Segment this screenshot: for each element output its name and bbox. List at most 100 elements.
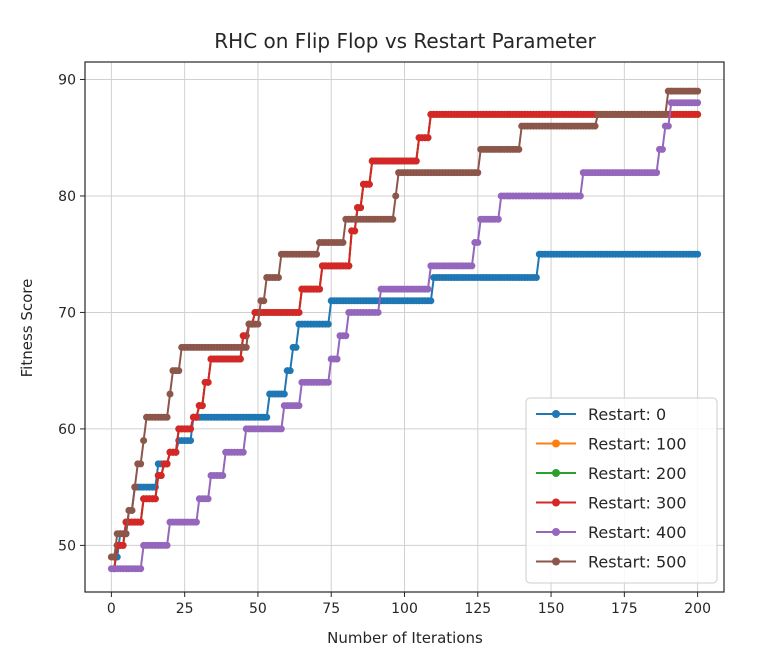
data-point xyxy=(163,541,171,549)
data-point xyxy=(187,425,195,433)
data-point xyxy=(204,378,212,386)
chart-title: RHC on Flip Flop vs Restart Parameter xyxy=(214,29,596,53)
data-point xyxy=(131,483,139,491)
data-point xyxy=(137,460,145,468)
x-tick-label: 200 xyxy=(684,601,711,617)
data-point xyxy=(239,448,247,456)
x-tick-label: 50 xyxy=(249,601,267,617)
x-tick-label: 25 xyxy=(176,601,194,617)
data-point xyxy=(389,215,397,223)
data-point xyxy=(204,495,212,503)
data-point xyxy=(110,553,118,561)
data-point xyxy=(263,413,271,421)
data-point xyxy=(427,297,435,305)
y-tick-label: 80 xyxy=(58,189,76,205)
data-point xyxy=(591,122,599,130)
data-point xyxy=(694,87,702,95)
data-point xyxy=(345,262,353,270)
legend-label: Restart: 300 xyxy=(588,494,687,513)
series-5 xyxy=(107,87,702,561)
data-point xyxy=(661,110,669,118)
y-tick-label: 90 xyxy=(58,72,76,88)
data-point xyxy=(137,518,145,526)
legend-swatch-marker xyxy=(552,498,560,507)
y-tick-label: 70 xyxy=(58,305,76,321)
data-point xyxy=(515,145,523,153)
data-point xyxy=(658,145,666,153)
series-lines xyxy=(107,87,702,573)
legend-label: Restart: 100 xyxy=(588,435,687,454)
data-point xyxy=(260,297,268,305)
data-point xyxy=(342,332,350,340)
data-point xyxy=(424,285,432,293)
data-point xyxy=(286,367,294,375)
data-point xyxy=(122,530,130,538)
axis-ticks: 0 25 50 75 100 125 150 175 200 50 60 70 80 90 xyxy=(58,72,711,617)
legend-swatch-marker xyxy=(552,439,560,448)
data-point xyxy=(128,506,136,514)
x-tick-label: 75 xyxy=(322,601,340,617)
data-point xyxy=(474,239,482,247)
data-point xyxy=(664,122,672,130)
legend-swatch-marker xyxy=(552,469,560,477)
legend-swatch-marker xyxy=(552,557,560,566)
data-point xyxy=(254,320,262,328)
data-point xyxy=(157,472,165,480)
data-point xyxy=(163,460,171,468)
data-point xyxy=(172,448,180,456)
legend-swatch-marker xyxy=(552,528,560,536)
data-point xyxy=(339,239,347,247)
series-0 xyxy=(110,250,702,561)
data-point xyxy=(412,157,420,165)
data-point xyxy=(175,367,183,375)
data-point xyxy=(653,169,661,177)
legend-swatch-marker xyxy=(552,410,560,418)
data-point xyxy=(295,308,303,316)
legend-label: Restart: 500 xyxy=(588,553,687,572)
legend-label: Restart: 400 xyxy=(588,523,687,542)
data-point xyxy=(192,413,200,421)
x-axis-label: Number of Iterations xyxy=(327,629,483,647)
x-tick-label: 175 xyxy=(611,601,638,617)
data-point xyxy=(163,413,171,421)
data-point xyxy=(694,99,702,107)
data-point xyxy=(137,565,145,573)
data-point xyxy=(333,355,341,363)
data-point xyxy=(424,134,432,142)
data-point xyxy=(357,204,365,212)
data-point xyxy=(187,437,195,445)
x-tick-label: 100 xyxy=(391,601,418,617)
data-point xyxy=(392,192,400,200)
data-point xyxy=(295,402,303,410)
data-point xyxy=(494,215,502,223)
legend-label: Restart: 200 xyxy=(588,464,687,483)
data-point xyxy=(140,437,148,445)
data-point xyxy=(274,273,282,281)
data-point xyxy=(694,250,702,258)
data-point xyxy=(166,390,174,398)
data-point xyxy=(374,308,382,316)
data-point xyxy=(694,110,702,118)
data-point xyxy=(219,472,227,480)
data-point xyxy=(468,262,476,270)
plot-frame xyxy=(84,61,725,593)
legend-label: Restart: 0 xyxy=(588,405,666,424)
data-point xyxy=(324,320,332,328)
data-point xyxy=(119,541,127,549)
data-point xyxy=(313,250,321,258)
data-point xyxy=(192,518,200,526)
data-point xyxy=(151,495,159,503)
data-point xyxy=(365,180,373,188)
x-tick-label: 150 xyxy=(538,601,565,617)
legend: Restart: 0 Restart: 100 Restart: 200 Restar… xyxy=(525,397,718,584)
y-tick-label: 60 xyxy=(58,422,76,438)
x-tick-label: 125 xyxy=(464,601,491,617)
series-4 xyxy=(107,99,702,573)
data-point xyxy=(236,355,244,363)
data-point xyxy=(280,390,288,398)
y-axis-label: Fitness Score xyxy=(18,279,36,378)
data-point xyxy=(351,227,359,235)
data-point xyxy=(316,285,323,293)
y-tick-label: 50 xyxy=(58,538,76,554)
